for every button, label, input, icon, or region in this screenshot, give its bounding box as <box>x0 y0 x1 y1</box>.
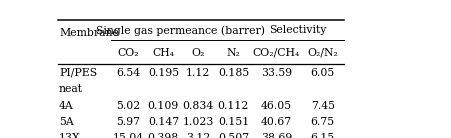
Text: 0.398: 0.398 <box>147 133 179 138</box>
Text: Membrane: Membrane <box>59 28 119 38</box>
Text: 13X: 13X <box>59 133 81 138</box>
Text: PI/PES: PI/PES <box>59 68 97 78</box>
Text: Selectivity: Selectivity <box>268 25 325 35</box>
Text: 15.04: 15.04 <box>112 133 143 138</box>
Text: 1.12: 1.12 <box>186 68 210 78</box>
Text: 6.75: 6.75 <box>310 117 334 127</box>
Text: 0.147: 0.147 <box>147 117 179 127</box>
Text: 33.59: 33.59 <box>260 68 291 78</box>
Text: 38.69: 38.69 <box>260 133 291 138</box>
Text: neat: neat <box>59 84 83 94</box>
Text: 0.195: 0.195 <box>147 68 179 78</box>
Text: CO₂/CH₄: CO₂/CH₄ <box>252 48 299 58</box>
Text: CO₂: CO₂ <box>117 48 139 58</box>
Text: 5A: 5A <box>59 117 74 127</box>
Text: O₂/N₂: O₂/N₂ <box>307 48 337 58</box>
Text: Single gas permeance (barrer): Single gas permeance (barrer) <box>96 25 265 36</box>
Text: CH₄: CH₄ <box>152 48 174 58</box>
Text: 40.67: 40.67 <box>260 117 291 127</box>
Text: 6.05: 6.05 <box>310 68 334 78</box>
Text: 3.12: 3.12 <box>186 133 210 138</box>
Text: 0.151: 0.151 <box>217 117 249 127</box>
Text: 7.45: 7.45 <box>310 101 334 111</box>
Text: N₂: N₂ <box>226 48 240 58</box>
Text: 1.023: 1.023 <box>182 117 214 127</box>
Text: 5.97: 5.97 <box>116 117 140 127</box>
Text: 6.54: 6.54 <box>116 68 140 78</box>
Text: 0.112: 0.112 <box>217 101 249 111</box>
Text: O₂: O₂ <box>191 48 205 58</box>
Text: 46.05: 46.05 <box>260 101 291 111</box>
Text: 0.507: 0.507 <box>217 133 249 138</box>
Text: 4A: 4A <box>59 101 74 111</box>
Text: 0.109: 0.109 <box>147 101 179 111</box>
Text: 0.185: 0.185 <box>217 68 249 78</box>
Text: 5.02: 5.02 <box>116 101 140 111</box>
Text: 0.834: 0.834 <box>182 101 213 111</box>
Text: 6.15: 6.15 <box>310 133 334 138</box>
